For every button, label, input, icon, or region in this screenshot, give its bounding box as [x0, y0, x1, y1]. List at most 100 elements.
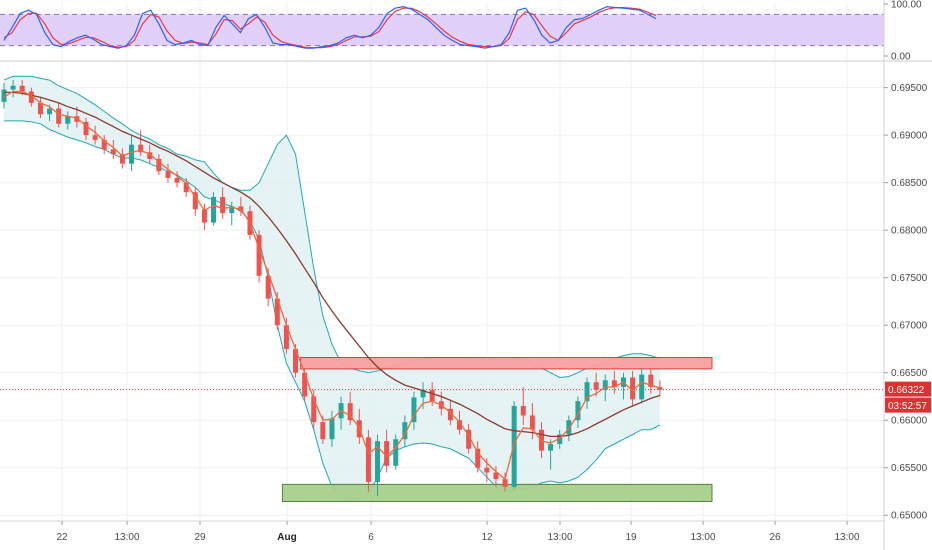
candle-body — [211, 196, 217, 223]
candle — [256, 230, 262, 283]
candle — [466, 424, 472, 454]
candle-body — [511, 405, 517, 487]
time-tick-label: 22 — [56, 532, 68, 543]
candle-body — [183, 182, 189, 193]
candle — [192, 187, 198, 216]
candle-body — [520, 405, 526, 416]
candle — [129, 135, 135, 172]
candle — [174, 171, 180, 188]
price-tick-label: 0.65500 — [891, 463, 928, 474]
candle — [156, 154, 162, 176]
time-tick-label: 19 — [625, 532, 637, 543]
candle — [365, 429, 371, 492]
candle — [630, 370, 636, 406]
candle-body — [56, 108, 62, 124]
slow-moving-average — [4, 91, 661, 438]
candle — [92, 125, 98, 145]
candle — [138, 130, 144, 157]
countdown-badge — [885, 397, 931, 413]
candle-body — [602, 380, 608, 390]
candle-body — [47, 108, 53, 115]
candle-body — [129, 144, 135, 164]
candle-body — [19, 85, 25, 92]
candle-body — [493, 472, 499, 480]
candle — [211, 192, 217, 226]
candle-body — [274, 298, 280, 326]
candle — [83, 118, 89, 140]
candle-body — [611, 380, 617, 387]
candle — [520, 386, 526, 425]
candle — [393, 434, 399, 470]
candle-body — [37, 102, 43, 115]
candle-body — [229, 206, 235, 214]
price-tick-label: 0.68500 — [891, 178, 928, 189]
time-tick-label: 13:00 — [547, 532, 572, 543]
price-pane — [0, 62, 884, 520]
candle — [165, 163, 171, 183]
candle-body — [110, 149, 116, 155]
candle-body — [28, 91, 34, 103]
candle-body — [320, 422, 326, 440]
price-tick-label: 0.67500 — [891, 273, 928, 284]
support-zone — [281, 483, 713, 502]
candle-body — [484, 467, 490, 473]
candle — [101, 135, 107, 155]
candle — [548, 439, 554, 470]
candle — [10, 80, 16, 98]
candle-body — [639, 374, 645, 400]
time-axis[interactable]: 22 13:00 29 Aug 6 12 13:00 19 13:00 26 13:00 — [0, 520, 884, 543]
candle — [402, 415, 408, 447]
candle — [593, 372, 599, 397]
candle-body — [65, 116, 71, 124]
candle-body — [393, 439, 399, 466]
candle — [502, 472, 508, 492]
candle-body — [293, 348, 299, 373]
candle-body — [502, 479, 508, 487]
candle-body — [174, 177, 180, 183]
candle — [475, 441, 481, 473]
candle-body — [557, 434, 563, 444]
time-tick-label: 29 — [194, 532, 206, 543]
price-tick-label: 0.67000 — [891, 321, 928, 332]
candle-body — [329, 418, 335, 440]
candle-body — [311, 396, 317, 423]
candle — [420, 382, 426, 409]
candle — [110, 139, 116, 159]
candle — [220, 187, 226, 219]
candle — [1, 82, 7, 109]
stoch-d-line — [3, 7, 657, 49]
candle-body — [83, 121, 89, 136]
candle — [384, 429, 390, 473]
candle — [119, 148, 125, 169]
countdown-label: 03:52:57 — [888, 401, 927, 412]
candle — [201, 203, 207, 231]
candle-body — [302, 372, 308, 397]
candle-body — [220, 196, 226, 214]
candle — [584, 377, 590, 409]
candle — [648, 367, 654, 394]
candle-body — [420, 389, 426, 398]
candle — [65, 111, 71, 130]
candle — [19, 80, 25, 96]
candle — [229, 201, 235, 226]
candle-body — [375, 441, 381, 482]
candle-body — [648, 374, 654, 387]
candle — [183, 177, 189, 197]
candle — [657, 380, 663, 397]
candle-body — [466, 429, 472, 449]
candle-body — [384, 441, 390, 466]
candle-body — [548, 443, 554, 451]
candle-body — [265, 275, 271, 299]
candle — [28, 87, 34, 107]
candle-body — [256, 234, 262, 276]
last-price-label: 0.66322 — [888, 385, 925, 396]
candle — [37, 97, 43, 119]
candle-body — [119, 154, 125, 164]
candle-body — [566, 420, 572, 435]
osc-tick-label: 100.00 — [891, 0, 922, 11]
candle-body — [365, 437, 371, 482]
time-tick-label: Aug — [277, 532, 296, 543]
price-axis[interactable]: 0.69500 0.69000 0.68500 0.68000 0.67500 0.670… — [883, 0, 931, 550]
